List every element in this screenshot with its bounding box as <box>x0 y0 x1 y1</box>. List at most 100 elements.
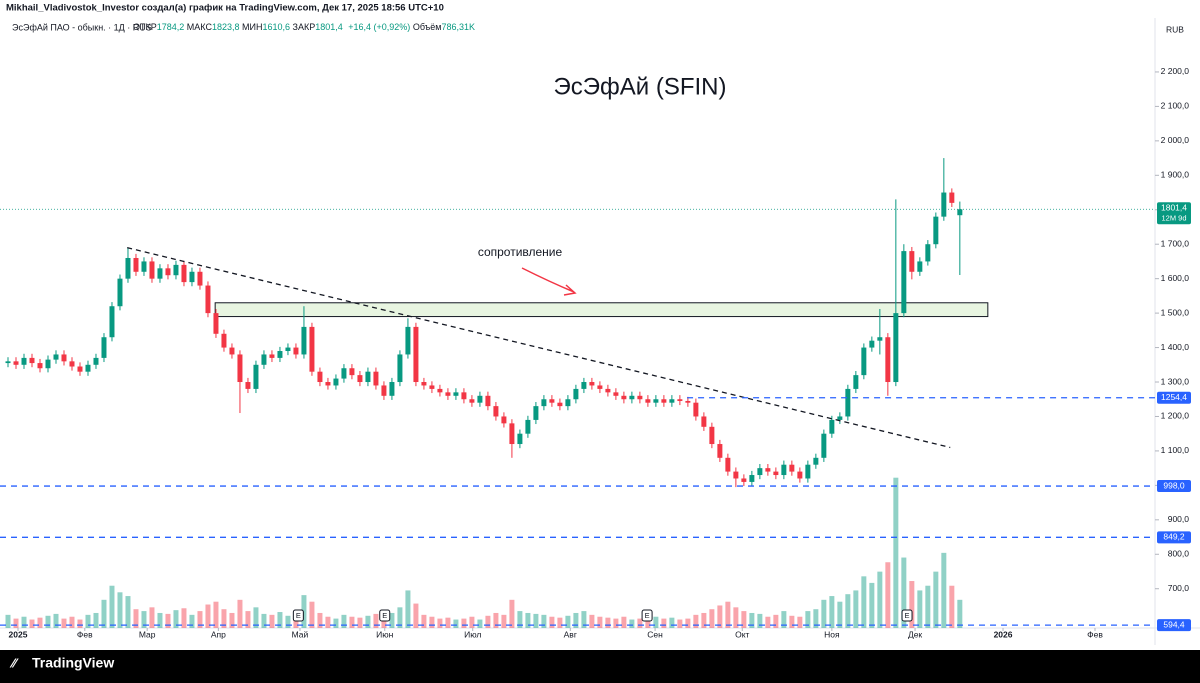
candle-body <box>349 368 355 376</box>
candle-body <box>949 192 955 203</box>
candle-body <box>149 261 155 279</box>
volume-bar <box>813 609 819 628</box>
candle-body <box>621 395 627 400</box>
candle-body <box>373 371 379 386</box>
volume-bar <box>909 581 915 628</box>
volume-bar <box>701 612 707 628</box>
y-tick-label: 900,0 <box>1168 514 1190 524</box>
candle-body <box>589 382 595 386</box>
legend-label: Объём <box>413 22 442 32</box>
volume-bar <box>941 552 947 628</box>
volume-bar <box>69 616 75 628</box>
volume-bar <box>621 616 627 628</box>
volume-bar <box>285 615 291 628</box>
volume-bar <box>109 585 115 628</box>
y-tick-label: 2 100,0 <box>1161 101 1190 111</box>
candle-body <box>653 399 659 403</box>
volume-bar <box>101 599 107 628</box>
x-tick-label: Фев <box>1087 629 1103 639</box>
y-tick-label: 1 900,0 <box>1161 170 1190 180</box>
candle-body <box>229 347 235 355</box>
volume-bar <box>117 592 123 628</box>
candle-body <box>141 261 147 272</box>
candle-body <box>629 395 635 400</box>
volume-bar <box>453 619 459 628</box>
candle-body <box>133 257 139 272</box>
y-tick-label: 1 700,0 <box>1161 238 1190 248</box>
level-label-box <box>1157 391 1191 404</box>
x-tick-label: Май <box>292 629 309 639</box>
candle-body <box>853 375 859 389</box>
candle-body <box>181 264 187 283</box>
candle-body <box>397 354 403 383</box>
volume-bar <box>397 607 403 628</box>
legend-label: ОТКР <box>133 22 157 32</box>
volume-bar <box>445 617 451 628</box>
volume-bar <box>901 557 907 628</box>
volume-bar <box>661 618 667 628</box>
candle-body <box>365 371 371 383</box>
candle-body <box>549 399 555 403</box>
candle-body <box>813 457 819 465</box>
candle-body <box>165 268 171 276</box>
volume-bar <box>653 616 659 628</box>
level-label-box <box>1157 480 1191 493</box>
volume-bar <box>821 599 827 628</box>
volume-bar <box>245 611 251 628</box>
candle-body <box>325 382 331 386</box>
candle-body <box>773 471 779 476</box>
volume-bar <box>493 612 499 628</box>
volume-bar <box>93 612 99 628</box>
volume-bar <box>861 576 867 628</box>
candle-body <box>285 347 291 352</box>
volume-bar <box>805 611 811 628</box>
legend-value: 1784,2 <box>157 22 185 32</box>
volume-bar <box>669 617 675 628</box>
x-tick-label: Фев <box>77 629 93 639</box>
candle-body <box>37 363 43 369</box>
candle-body <box>517 433 523 445</box>
candle-body <box>901 251 907 314</box>
volume-bar <box>389 612 395 628</box>
candle-body <box>69 361 75 367</box>
volume-bar <box>205 604 211 628</box>
volume-bar <box>733 607 739 628</box>
volume-bar <box>645 617 651 628</box>
candle-body <box>829 419 835 434</box>
candle-body <box>53 354 59 360</box>
x-tick-label: Сен <box>647 629 663 639</box>
level-label-box <box>1157 619 1191 632</box>
volume-bar <box>413 603 419 628</box>
candle-body <box>493 406 499 417</box>
candle-body <box>661 399 667 403</box>
candle-body <box>213 313 219 334</box>
y-tick-label: 1 300,0 <box>1161 376 1190 386</box>
candle-body <box>837 416 843 420</box>
candle-body <box>645 399 651 403</box>
candle-body <box>693 402 699 417</box>
candle-body <box>253 364 259 389</box>
volume-bar <box>197 611 203 628</box>
footer <box>0 650 1200 683</box>
candle-body <box>581 382 587 389</box>
volume-bar <box>957 599 963 628</box>
volume-bar <box>85 614 91 628</box>
header: Mikhail_Vladivostok_Investor создал(а) г… <box>6 3 444 14</box>
candle-body <box>445 392 451 396</box>
volume-bar <box>269 614 275 628</box>
candle-body <box>893 313 899 383</box>
currency: RUB <box>1166 24 1184 34</box>
volume-bar <box>261 613 267 628</box>
legend-value: 1823,8 <box>212 22 240 32</box>
x-tick-label: Апр <box>211 629 226 639</box>
event-label: E <box>645 611 650 620</box>
volume-bar <box>149 607 155 628</box>
candle-body <box>357 375 363 383</box>
y-tick-label: 1 600,0 <box>1161 273 1190 283</box>
volume-bar <box>29 619 35 628</box>
y-tick-label: 800,0 <box>1168 549 1190 559</box>
legend-label: МАКС <box>187 22 213 32</box>
volume-bar <box>509 599 515 628</box>
legend-value: +16,4 (+0,92%) <box>348 22 410 32</box>
level-label: 1254,4 <box>1161 392 1187 402</box>
